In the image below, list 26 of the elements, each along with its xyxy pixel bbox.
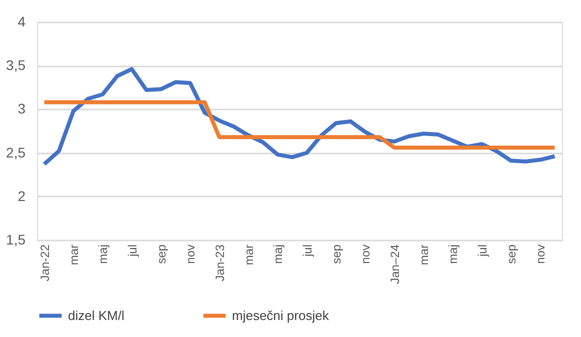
- x-tick-label: nov: [358, 244, 373, 264]
- x-tick-label: jul: [300, 244, 314, 258]
- y-tick-label: 4: [18, 14, 26, 30]
- x-tick-label: nov: [184, 244, 198, 264]
- x-tick-label: maj: [446, 244, 460, 264]
- x-tick-label: mar: [66, 244, 81, 266]
- y-tick-label: 1,5: [6, 232, 26, 248]
- x-tick-label: maj: [271, 244, 286, 264]
- legend-label: mjesečni prosjek: [232, 308, 330, 323]
- x-tick-label: mar: [242, 244, 256, 266]
- x-tick-label: sep: [154, 244, 168, 264]
- x-tick-label: nov: [534, 244, 548, 264]
- x-tick-label: maj: [96, 244, 110, 264]
- legend-label: dizel KM/l: [68, 308, 124, 323]
- x-tick-label: jul: [475, 244, 490, 258]
- y-tick-label: 2: [18, 188, 26, 204]
- x-tick-label: mar: [416, 244, 431, 266]
- x-tick-label: sep: [329, 244, 344, 264]
- x-tick-label: jul: [125, 244, 140, 258]
- y-tick-label: 2,5: [6, 144, 26, 160]
- x-tick-label: Jan-23: [212, 244, 227, 282]
- x-tick-label: Jan-22: [38, 244, 52, 282]
- y-tick-label: 3,5: [6, 57, 26, 74]
- y-tick-label: 3: [18, 100, 26, 117]
- x-tick-label: Jan–24: [388, 244, 402, 284]
- x-tick-label: sep: [504, 244, 518, 264]
